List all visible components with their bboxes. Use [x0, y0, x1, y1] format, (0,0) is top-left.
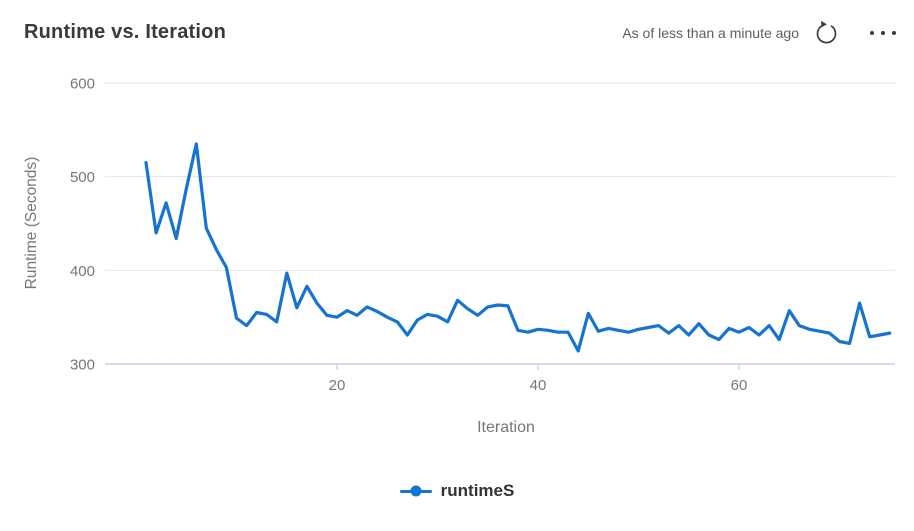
refresh-button[interactable] — [811, 17, 842, 48]
axes: 300 400 500 600 20 40 60 — [70, 76, 895, 394]
chart-title: Runtime vs. Iteration — [24, 21, 227, 43]
chart-header: Runtime vs. Iteration As of less than a … — [0, 0, 914, 55]
gridlines — [105, 82, 895, 271]
x-tick-label: 20 — [329, 377, 346, 394]
x-axis-title: Iteration — [477, 419, 535, 436]
x-tick-label: 60 — [731, 377, 748, 394]
series-group — [144, 142, 892, 353]
y-axis-title: Runtime (Seconds) — [23, 157, 40, 290]
y-tick-label: 600 — [70, 76, 95, 93]
legend-marker-runtimeS — [399, 485, 432, 497]
legend-label-runtimeS: runtimeS — [440, 481, 515, 500]
y-tick-label: 400 — [70, 263, 95, 280]
y-tick-label: 500 — [70, 169, 95, 186]
legend[interactable]: runtimeS — [0, 476, 914, 506]
refresh-icon — [816, 20, 837, 44]
x-tick-label: 40 — [530, 377, 547, 394]
y-tick-label: 300 — [70, 357, 95, 374]
line-chart[interactable]: 300 400 500 600 20 40 60 Runtime (Seconds) Ite… — [0, 55, 914, 455]
last-refresh-text: As of less than a minute ago — [622, 24, 799, 41]
more-horizontal-icon — [870, 30, 896, 35]
series-line-runtimeS[interactable] — [144, 142, 892, 353]
more-options-button[interactable] — [868, 29, 898, 37]
